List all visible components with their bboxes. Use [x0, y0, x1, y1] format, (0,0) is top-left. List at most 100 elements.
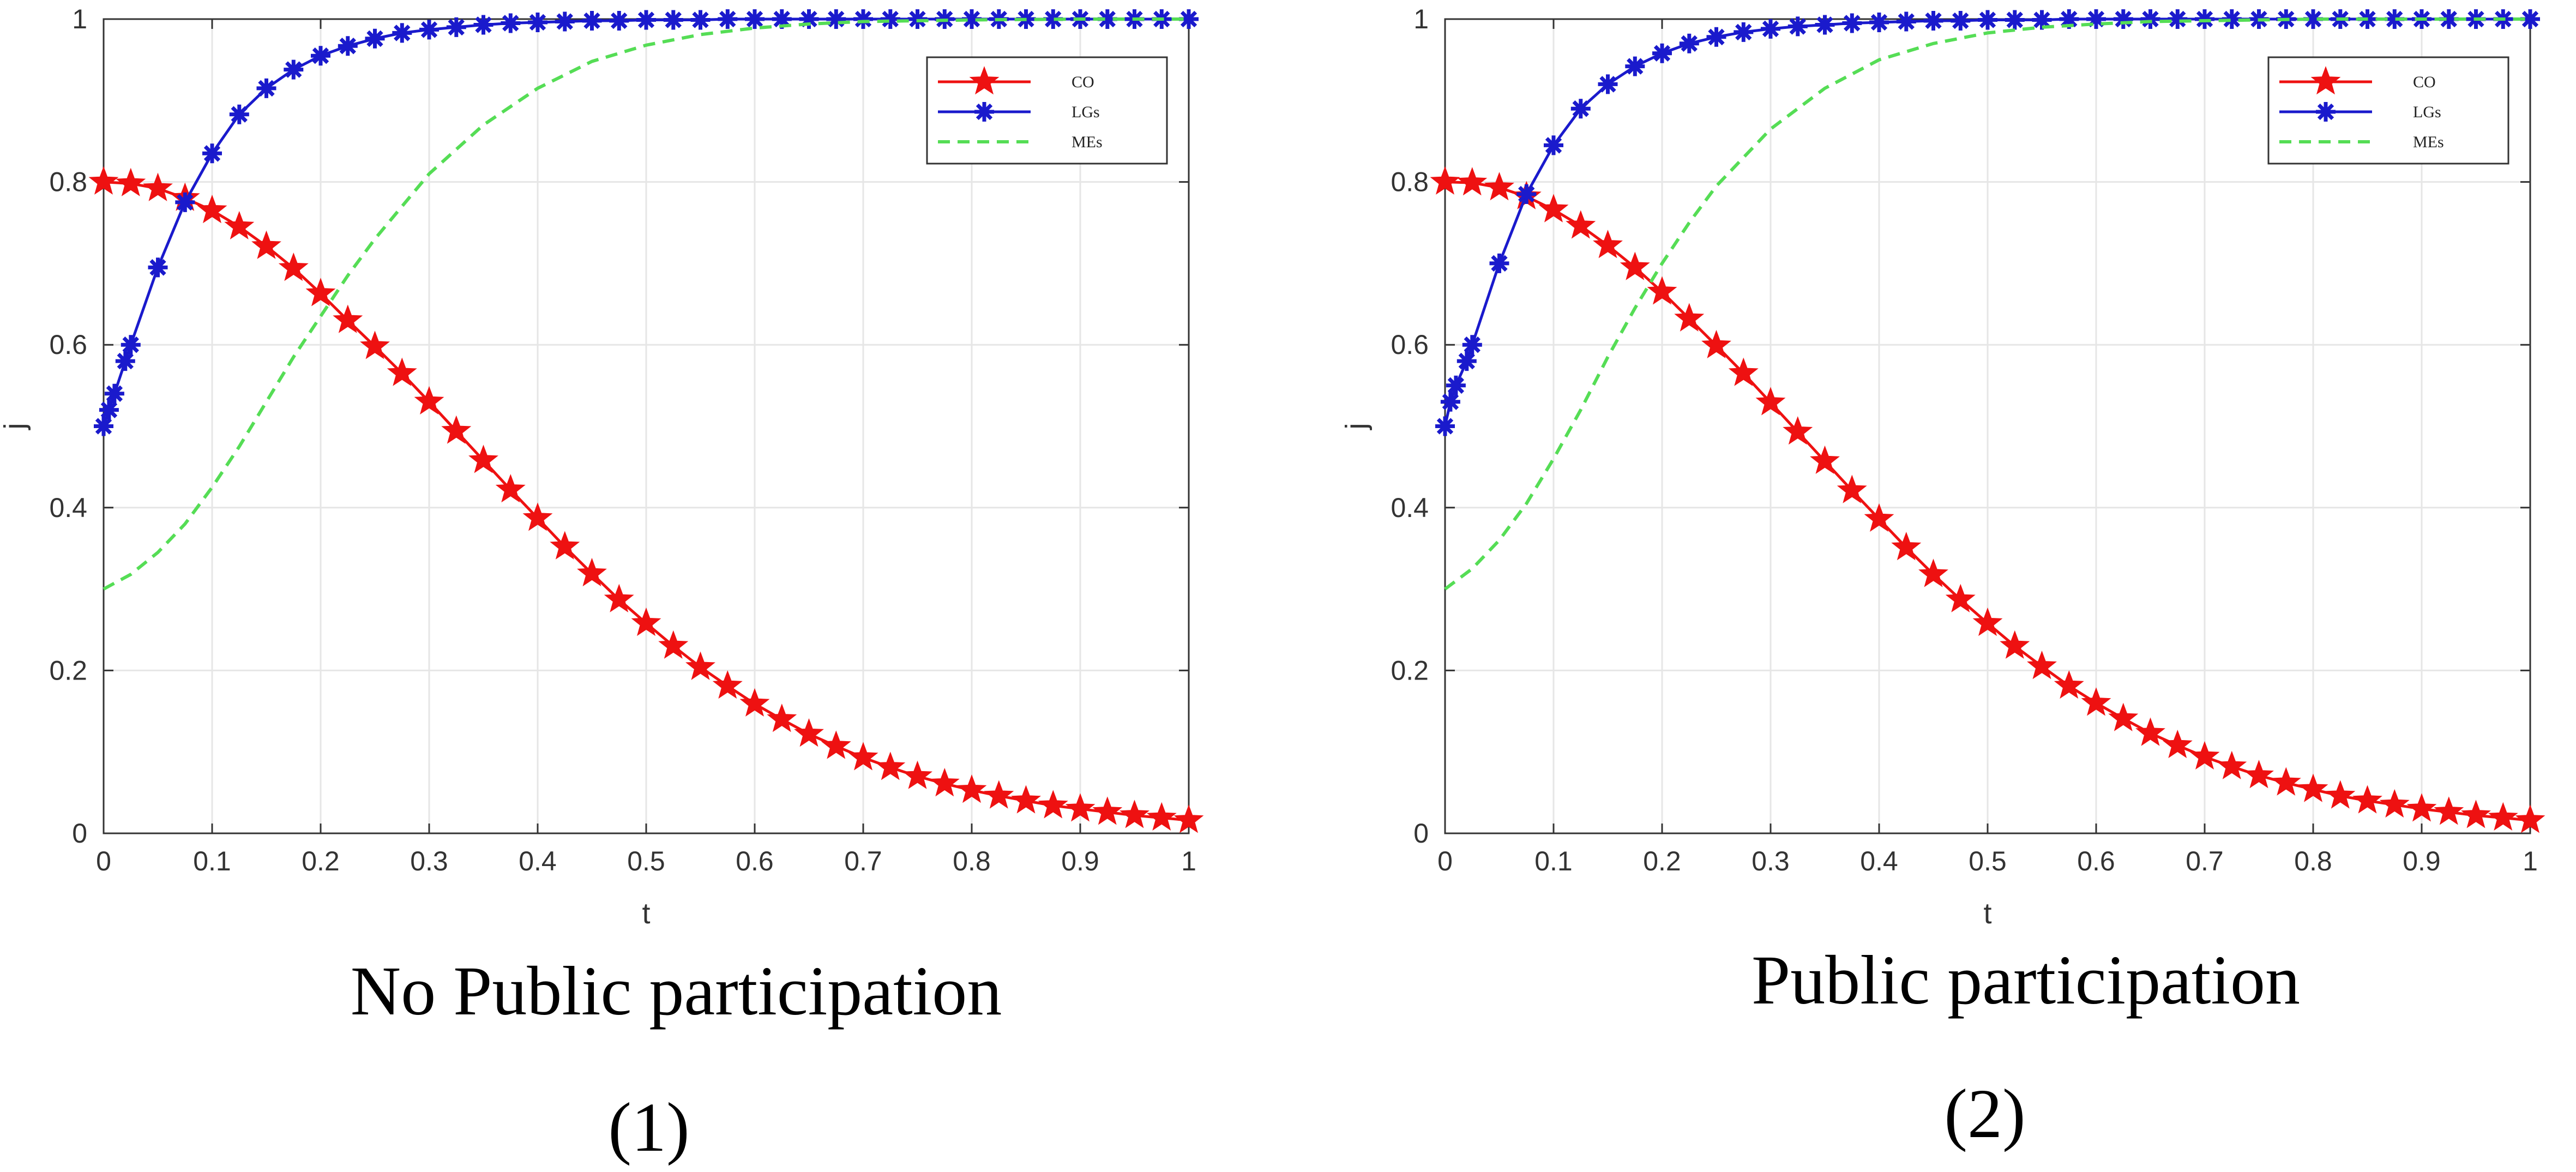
- data-point-lgs: [446, 17, 466, 37]
- panel-caption: Public participation: [1752, 941, 2300, 1019]
- panel-caption: No Public participation: [351, 952, 1002, 1030]
- data-point-lgs: [1435, 416, 1455, 436]
- data-point-co: [2108, 702, 2139, 731]
- data-point-lgs: [1978, 10, 1997, 30]
- data-point-lgs: [853, 9, 873, 29]
- data-point-co: [1701, 329, 1731, 359]
- data-point-co: [116, 167, 146, 196]
- data-point-lgs: [1652, 43, 1672, 63]
- y-tick-label: 0.2: [1391, 655, 1429, 686]
- x-tick-label: 0.3: [410, 846, 448, 876]
- data-point-co: [712, 670, 743, 699]
- data-point-lgs: [2222, 9, 2242, 29]
- x-tick-label: 1: [2523, 846, 2538, 876]
- data-point-lgs: [2059, 9, 2079, 29]
- data-point-lgs: [799, 9, 819, 29]
- data-point-co: [685, 651, 715, 680]
- data-point-lgs: [745, 9, 765, 29]
- data-point-lgs: [1734, 22, 1754, 42]
- data-point-co: [1538, 194, 1569, 223]
- x-tick-label: 0: [1437, 846, 1453, 876]
- legend-label-co: CO: [1072, 73, 1094, 91]
- data-point-co: [2000, 630, 2030, 659]
- data-point-co: [1011, 785, 1041, 814]
- data-point-co: [1457, 167, 1488, 196]
- y-tick-label: 0.4: [49, 492, 87, 523]
- legend-label-lgs: LGs: [2413, 103, 2441, 121]
- data-point-co: [631, 607, 661, 636]
- data-point-co: [360, 330, 390, 359]
- data-point-co: [2461, 800, 2491, 828]
- data-point-lgs: [1869, 13, 1889, 32]
- data-point-co: [1566, 210, 1596, 239]
- x-tick-label: 0.1: [193, 846, 231, 876]
- data-point-lgs: [115, 351, 135, 371]
- series-line-mes: [1444, 17, 2530, 591]
- data-point-co: [2162, 729, 2193, 759]
- panel-number: (2): [1944, 1075, 2025, 1152]
- x-tick-label: 1: [1181, 846, 1196, 876]
- data-point-co: [1783, 416, 1813, 445]
- x-tick-label: 0.2: [1643, 846, 1681, 876]
- data-point-lgs: [1625, 56, 1645, 76]
- data-point-co: [1430, 166, 1460, 195]
- data-point-co: [984, 780, 1014, 809]
- data-point-lgs: [1456, 351, 1477, 371]
- data-point-lgs: [663, 10, 683, 30]
- data-point-co: [1647, 276, 1677, 305]
- data-point-co: [604, 584, 634, 612]
- data-point-co: [197, 195, 227, 224]
- data-point-lgs: [2005, 10, 2025, 30]
- data-point-co: [2244, 760, 2274, 789]
- x-tick-label: 0.1: [1534, 846, 1573, 876]
- data-point-co: [1038, 790, 1068, 819]
- data-point-lgs: [1544, 135, 1563, 155]
- legend-marker-lgs: [2316, 102, 2336, 122]
- data-point-co: [2325, 780, 2356, 809]
- data-point-lgs: [636, 10, 656, 30]
- data-point-lgs: [1679, 33, 1699, 53]
- data-point-lgs: [2113, 9, 2133, 29]
- data-point-lgs: [148, 257, 168, 278]
- data-point-co: [1593, 230, 1623, 259]
- data-point-lgs: [880, 9, 900, 29]
- data-point-lgs: [1097, 9, 1117, 29]
- y-tick-label: 0.6: [1391, 329, 1429, 360]
- x-axis-label: t: [642, 897, 650, 930]
- data-point-co: [88, 166, 119, 195]
- data-point-lgs: [256, 78, 276, 98]
- data-point-lgs: [2439, 9, 2459, 29]
- data-point-co: [2027, 651, 2057, 680]
- x-tick-label: 0.7: [2186, 846, 2224, 876]
- y-tick-label: 0.8: [49, 167, 87, 197]
- data-point-co: [902, 760, 932, 789]
- data-point-lgs: [99, 400, 119, 420]
- data-point-co: [550, 531, 580, 560]
- legend-marker-co: [969, 66, 1000, 95]
- y-tick-label: 0.2: [49, 655, 87, 686]
- data-point-lgs: [1516, 184, 1537, 204]
- y-tick-label: 0: [1413, 818, 1429, 849]
- data-point-co: [2271, 767, 2301, 796]
- chart-panel-1: 0 0.1 0.2 0.3 0.4 0.5 0.6 0.7 0.8 0.9 1 0 0.2 0.4 0.6 0…: [0, 4, 1204, 1166]
- data-point-co: [522, 502, 553, 531]
- data-point-co: [821, 730, 851, 759]
- y-tick-label: 0.6: [49, 329, 87, 360]
- data-point-lgs: [1462, 335, 1482, 355]
- data-point-lgs: [2140, 9, 2160, 29]
- x-tick-label: 0.4: [1860, 846, 1898, 876]
- x-axis-label: t: [1983, 897, 1991, 930]
- data-point-co: [441, 415, 472, 444]
- legend-marker-co: [2310, 66, 2341, 95]
- data-point-co: [2054, 670, 2084, 699]
- data-point-lgs: [229, 104, 249, 124]
- x-tick-label: 0: [96, 846, 111, 876]
- data-point-co: [1972, 607, 2003, 636]
- data-point-co: [1092, 796, 1123, 825]
- data-point-lgs: [392, 23, 412, 43]
- data-point-lgs: [2168, 9, 2188, 29]
- data-point-co: [1728, 357, 1759, 386]
- data-point-co: [2217, 750, 2247, 779]
- data-point-co: [1945, 584, 1976, 612]
- data-point-co: [278, 253, 309, 281]
